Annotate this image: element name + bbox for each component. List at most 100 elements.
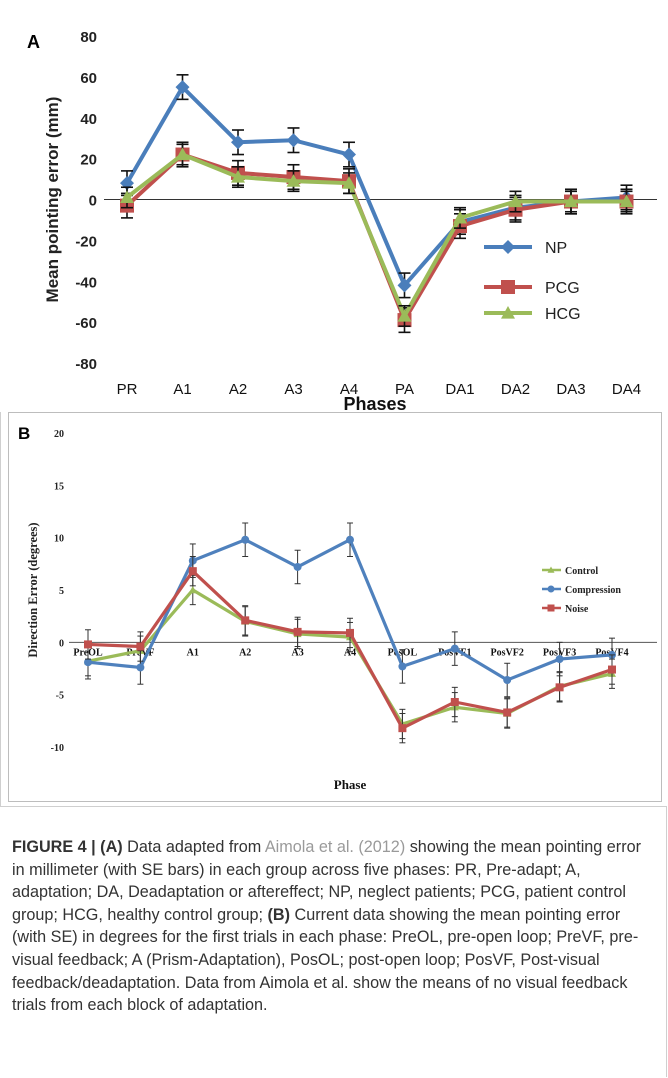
y-tick-label: -20 [75,233,97,250]
legend-marker [547,585,555,593]
data-point-marker [231,170,245,183]
x-tick-label: PR [117,381,138,398]
x-tick-label: DA2 [501,381,530,398]
y-tick-label: 40 [80,111,97,128]
y-tick-label: -5 [56,691,64,702]
data-point-marker [84,658,92,667]
data-point-marker [619,194,634,208]
x-tick-label: A1 [187,647,199,658]
panel-label-a: A [27,32,40,52]
series-compression [84,522,616,698]
x-tick-label: DA4 [612,381,641,398]
data-point-marker [175,147,190,161]
x-tick-label: DA3 [556,381,585,398]
y-tick-label: 15 [54,481,64,492]
series-np [120,74,634,299]
legend-marker [547,566,555,573]
x-tick-label: A4 [340,381,358,398]
y-tick-label: 10 [54,534,64,545]
data-point-marker [346,535,354,544]
legend-label: Control [565,566,598,577]
data-point-marker [503,708,512,717]
data-point-marker [450,697,459,706]
data-point-marker [175,80,190,95]
data-point-marker [453,210,467,224]
data-point-marker [564,194,578,208]
data-point-marker [120,190,134,204]
x-tick-label: A3 [284,381,302,398]
legend-label: HCG [545,306,581,323]
data-point-marker [398,662,407,671]
data-point-marker [555,683,564,692]
legend-marker [501,240,515,254]
data-point-marker [241,535,250,544]
data-point-marker [342,176,356,189]
y-tick-label: 5 [59,586,64,597]
series-hcg [120,143,634,328]
y-tick-label: 0 [59,638,64,649]
data-point-marker [508,194,523,208]
chart-panel-b: B20151050-5-10PreOLPreVFA1A2A3A4PosOLPos… [8,412,662,802]
data-point-marker [188,586,197,594]
data-point-marker [286,133,301,148]
x-axis-label: Phase [334,777,367,792]
legend-marker [501,280,515,294]
x-tick-label: A2 [229,381,247,398]
chart-a-svg: A 80 60 40 20 0 -20 -40 -60 -80 PR A1 A2 A3 A4 PA DA1 DA2… [27,29,657,414]
data-point-marker [231,135,245,150]
legend-label: Compression [565,585,621,596]
data-point-marker [503,676,512,685]
y-tick-label: 0 [89,193,97,210]
caption-text-3: Current data showing the mean pointing e… [12,905,639,1015]
x-tick-label: A3 [291,647,303,658]
x-tick-label: PosVF2 [491,647,524,658]
caption-border [0,806,667,1077]
legend-label: NP [545,240,567,257]
y-tick-label: 80 [80,29,97,46]
y-tick-label: 60 [80,70,97,87]
y-axis-label: Mean pointing error (mm) [43,97,62,303]
data-point-marker [241,616,250,625]
data-point-marker [286,174,301,187]
chart-b-svg: B20151050-5-10PreOLPreVFA1A2A3A4PosOLPos… [18,424,657,792]
caption-reference-link[interactable]: Aimola et al. (2012) [264,838,406,856]
series-noise [84,556,616,744]
data-point-marker [397,308,412,322]
data-point-marker [450,644,459,653]
caption-b-label: (B) [267,905,291,924]
y-axis-label: Direction Error (degrees) [26,522,40,657]
data-point-marker [398,724,407,733]
y-tick-label: 20 [80,152,97,169]
legend-label: Noise [565,604,589,615]
caption-text-1: Data adapted from [122,838,265,856]
x-tick-label: PA [395,381,414,398]
series-line [125,152,627,321]
y-tick-label: -80 [75,356,97,373]
y-tick-label: 20 [54,429,64,440]
data-point-marker [397,278,412,293]
y-tick-label: -10 [51,743,64,754]
data-point-marker [136,663,145,672]
data-point-marker [84,640,92,649]
data-point-marker [293,627,302,636]
data-point-marker [346,628,354,637]
data-point-marker [293,562,302,571]
y-tick-label: -40 [75,274,97,291]
data-point-marker [342,147,356,162]
caption-text-2: showing the mean pointing error in milli… [12,838,641,924]
data-point-marker [136,642,145,651]
legend-label: PCG [545,280,580,297]
series-pcg [120,141,634,334]
x-tick-label: A1 [173,381,191,398]
figure-caption: FIGURE 4 | (A) Data adapted from Aimola … [12,836,657,1017]
x-tick-label: DA1 [445,381,474,398]
panel-label-b: B [18,424,30,443]
x-tick-label: A4 [344,647,356,658]
legend-marker [501,306,515,319]
legend-marker [547,604,555,612]
caption-figure-label: FIGURE 4 | (A) [12,838,123,856]
y-tick-label: -60 [75,315,97,332]
data-point-marker [555,655,564,664]
chart-panel-a: A 80 60 40 20 0 -20 -40 -60 -80 PR A1 A2 A3 A4 PA DA1 DA2… [0,0,668,414]
data-point-marker [188,567,197,576]
